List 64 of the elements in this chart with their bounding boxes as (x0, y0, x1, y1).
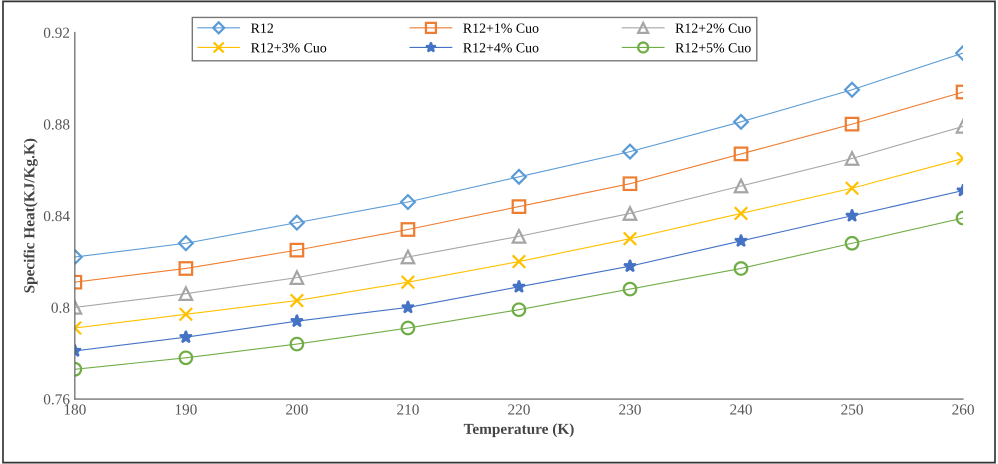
point (622, 144, 638, 160)
point (400, 194, 416, 210)
point (290, 336, 304, 352)
point (622, 258, 638, 272)
point (290, 314, 304, 328)
point (512, 279, 526, 293)
point (734, 178, 748, 194)
x-tick-label: 220 (508, 404, 530, 415)
x-tick-label: 230 (619, 404, 641, 415)
legend-label: R12+3% Cuo (251, 43, 326, 53)
point (400, 222, 416, 237)
x-tick-label: 210 (397, 404, 419, 415)
y-tick-label: 0.8 (51, 302, 70, 313)
point (734, 261, 748, 276)
point (844, 180, 860, 196)
y-tick-label: 0.88 (44, 119, 70, 130)
point (734, 206, 748, 221)
point (512, 254, 526, 269)
point (178, 330, 193, 344)
point (844, 236, 860, 251)
legend-label: R12+1% Cuo (463, 23, 538, 33)
point (178, 235, 194, 252)
x-tick-label: 180 (64, 404, 86, 415)
point (844, 82, 860, 98)
point (400, 320, 416, 336)
point (512, 229, 526, 244)
y-axis-title: Specific Heat(KJ/Kg.K) (24, 138, 38, 293)
point (290, 242, 304, 258)
x-tick-label: 200 (286, 404, 308, 415)
legend-label: R12+4% Cuo (463, 43, 538, 53)
legend-label: R12 (251, 24, 274, 33)
point (734, 234, 748, 248)
point (178, 306, 194, 322)
point (400, 250, 416, 264)
point (844, 151, 860, 166)
point (290, 270, 304, 285)
y-tick-label: 0.92 (44, 28, 70, 38)
legend-label: R12+2% Cuo (676, 23, 751, 33)
point (178, 261, 194, 276)
x-tick-label: 250 (841, 404, 863, 415)
point (734, 146, 748, 162)
point (178, 350, 194, 366)
point (844, 116, 860, 132)
point (288, 214, 305, 231)
x-axis-title: Temperature (K) (464, 423, 574, 438)
point (733, 114, 749, 130)
x-tick-label: 240 (730, 404, 752, 415)
x-tick-label: 190 (176, 404, 197, 415)
point (622, 176, 638, 192)
point (400, 300, 415, 314)
point (512, 199, 526, 214)
point (510, 168, 527, 185)
y-tick-label: 0.84 (44, 210, 70, 222)
y-tick-label: 0.76 (44, 394, 70, 405)
point (622, 231, 638, 246)
point (290, 293, 304, 308)
point (622, 206, 638, 221)
point (400, 274, 416, 290)
point (178, 286, 194, 302)
legend-label: R12+5% Cuo (676, 43, 751, 53)
point (844, 208, 860, 222)
x-tick-label: 260 (952, 404, 974, 415)
point (622, 282, 638, 296)
point (512, 302, 526, 318)
